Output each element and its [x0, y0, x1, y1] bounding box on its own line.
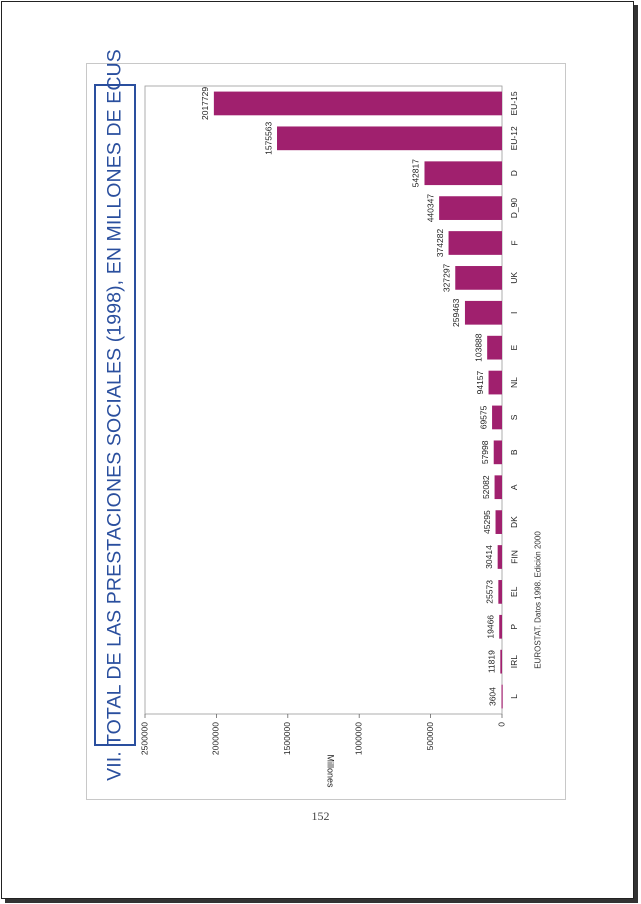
bar: [439, 196, 502, 220]
data-label: 542817: [411, 159, 421, 188]
category-label: UK: [509, 272, 519, 284]
category-label: D_90: [509, 198, 519, 219]
data-label: 19466: [485, 615, 495, 639]
category-label: EU-12: [509, 126, 519, 150]
category-label: EL: [509, 586, 519, 597]
data-label: 1575563: [263, 122, 273, 155]
data-label: 52082: [481, 475, 491, 499]
data-label: 45295: [482, 510, 492, 534]
category-label: IRL: [509, 655, 519, 669]
category-label: EU-15: [509, 91, 519, 115]
data-label: 374282: [435, 229, 445, 258]
value-axis-tick-label: 2000000: [211, 722, 221, 755]
data-label: 2017729: [200, 87, 210, 120]
bar: [495, 510, 502, 534]
value-axis-title: Millones: [326, 754, 336, 788]
category-label: A: [509, 484, 519, 490]
value-axis-tick-label: 500000: [425, 722, 435, 751]
bar: [500, 649, 502, 674]
bar: [498, 580, 502, 604]
data-label: 327297: [442, 263, 452, 292]
category-label: F: [509, 240, 519, 245]
data-label: 103888: [473, 333, 483, 362]
chart-title-box: VII. TOTAL DE LAS PRESTACIONES SOCIALES …: [94, 49, 136, 781]
value-axis-tick-label: 0: [496, 722, 506, 727]
bar: [487, 335, 502, 360]
bar: [213, 91, 503, 116]
category-label: S: [509, 414, 519, 420]
bar: [499, 614, 502, 639]
category-label: P: [509, 624, 519, 630]
category-label: DK: [509, 516, 519, 528]
bar: [492, 405, 502, 430]
data-label: 30414: [484, 545, 494, 569]
bar: [277, 126, 502, 151]
bar: [464, 300, 502, 325]
data-label: 57998: [480, 440, 490, 464]
bar: [488, 370, 502, 395]
category-label: NL: [509, 377, 519, 388]
value-axis-tick-label: 1500000: [282, 722, 292, 755]
page-number: 152: [311, 809, 330, 823]
value-axis-tick-label: 1000000: [353, 722, 363, 755]
data-label: 69575: [478, 405, 488, 429]
data-label: 25573: [485, 580, 495, 604]
bar: [455, 266, 502, 290]
bar: [494, 475, 502, 500]
bar: [448, 231, 502, 255]
category-label: D: [509, 170, 519, 176]
value-axis-tick-label: 2500000: [139, 722, 149, 755]
category-label: FIN: [509, 550, 519, 564]
bar: [493, 440, 502, 465]
bar: [501, 684, 503, 709]
data-label: 3604: [488, 687, 498, 706]
data-label: 440347: [425, 194, 435, 223]
bar: [497, 545, 502, 569]
category-label: E: [509, 345, 519, 351]
category-label: B: [509, 449, 519, 455]
data-label: 11819: [487, 650, 497, 673]
source-note: EUROSTAT. Datos 1998. Edición 2000: [533, 531, 543, 669]
category-label: I: [509, 312, 519, 314]
plot-area: [144, 85, 503, 715]
bar: [424, 161, 502, 186]
category-label: L: [509, 694, 519, 699]
data-label: 94157: [475, 370, 485, 394]
data-label: 259463: [451, 298, 461, 327]
